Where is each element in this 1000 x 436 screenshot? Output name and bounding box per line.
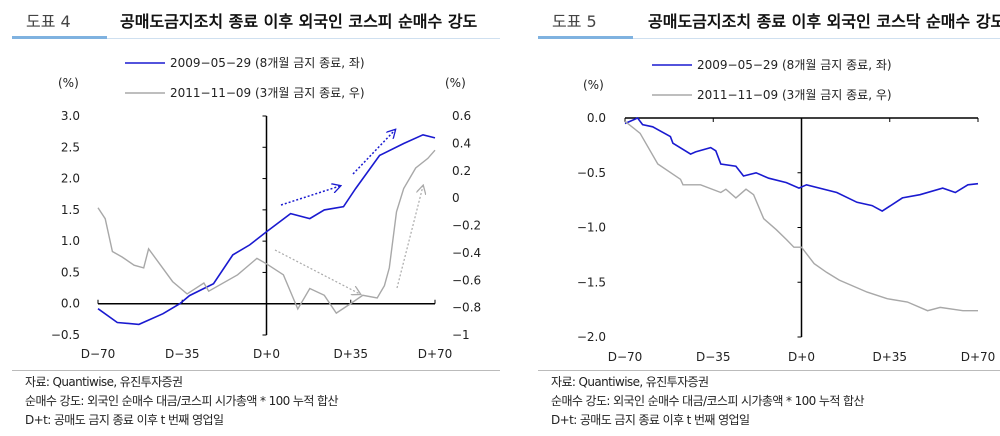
y-tick-label-left: −0.5 — [577, 166, 606, 180]
trend-arrow — [352, 130, 395, 175]
y-tick-label-left: −1.0 — [577, 221, 606, 235]
definition-note: 순매수 강도: 외국인 순매수 대금/코스피 시가총액 * 100 누적 합산 — [551, 394, 864, 408]
x-tick-label: D+35 — [333, 347, 368, 361]
title-divider — [633, 38, 1000, 39]
y-tick-label-left: 0.5 — [61, 265, 80, 279]
title-divider — [107, 38, 500, 39]
series-line-2 — [624, 120, 978, 312]
footer-divider — [12, 370, 500, 371]
definition-note: 순매수 강도: 외국인 순매수 대금/코스피 시가총액 * 100 누적 합산 — [25, 394, 338, 408]
y-tick-label-right: 0.6 — [452, 109, 471, 123]
trend-arrow — [274, 249, 360, 294]
chart-4: D−70 D−35 D+0 D+35 D+70 3.0 2.5 2.0 1.5 1.0 0.5 0.0… — [51, 56, 481, 361]
legend-label: 2009−05−29 (8개월 금지 종료, 좌) — [170, 56, 365, 70]
legend-label: 2009−05−29 (8개월 금지 종료, 좌) — [697, 58, 892, 72]
series-line-1 — [97, 133, 436, 326]
y-tick-label-left: 0.0 — [61, 297, 80, 311]
x-tick-label: D−35 — [165, 347, 200, 361]
y-tick-label-left: 0.0 — [587, 111, 606, 125]
y-tick-label-left: −2.0 — [577, 330, 606, 344]
legend-label: 2011−11−09 (3개월 금지 종료, 우) — [170, 86, 365, 100]
title-underline — [12, 36, 107, 39]
x-tick-label: D+70 — [418, 347, 453, 361]
trend-arrow — [280, 186, 340, 206]
chart-5: D−70 D−35 D+0 D+35 D+70 0.0 −0.5 −1.0 −1.5 −2.0 (%… — [577, 58, 995, 364]
y-tick-label-left: 2.5 — [61, 140, 80, 154]
series-line-2 — [97, 149, 436, 315]
y-tick-label-right: −0.4 — [452, 246, 481, 260]
x-tick-label: D+70 — [961, 350, 996, 364]
source-note: 자료: Quantiwise, 유진투자증권 — [551, 375, 709, 389]
y-axis-unit-left: (%) — [58, 76, 79, 90]
x-tick-label: D−35 — [696, 350, 731, 364]
x-tick-label: D−70 — [81, 347, 116, 361]
y-tick-label-left: 1.5 — [61, 203, 80, 217]
y-tick-label-left: −0.5 — [51, 328, 80, 342]
figure-label-5: 도표 5 — [552, 12, 597, 31]
x-tick-label: D+35 — [872, 350, 907, 364]
trend-arrow — [396, 186, 423, 289]
x-tick-label: D+0 — [788, 350, 815, 364]
y-tick-label-right: 0 — [452, 191, 460, 205]
chart-title-4: 공매도금지조치 종료 이후 외국인 코스피 순매수 강도 — [120, 12, 478, 31]
y-tick-label-right: 0.4 — [452, 136, 471, 150]
y-tick-label-right: −0.2 — [452, 219, 481, 233]
y-tick-label-right: 0.2 — [452, 164, 471, 178]
figure-label-4: 도표 4 — [26, 12, 71, 31]
y-axis-unit-left: (%) — [583, 78, 604, 92]
y-axis-unit-right: (%) — [445, 76, 466, 90]
series-line-1 — [624, 117, 979, 213]
day-note: D+t: 공매도 금지 종료 이후 t 번째 영업일 — [25, 413, 224, 427]
y-tick-label-left: 1.0 — [61, 234, 80, 248]
x-tick-label: D−70 — [608, 350, 643, 364]
chart-title-5: 공매도금지조치 종료 이후 외국인 코스닥 순매수 강도 — [648, 12, 1000, 31]
legend-label: 2011−11−09 (3개월 금지 종료, 우) — [697, 88, 892, 102]
x-tick-label: D+0 — [253, 347, 280, 361]
footer-divider — [538, 370, 1000, 371]
y-tick-label-right: −0.8 — [452, 301, 481, 315]
title-underline — [538, 36, 633, 39]
annotation-arrows — [274, 130, 423, 294]
y-tick-label-left: −1.5 — [577, 275, 606, 289]
y-tick-label-right: −0.6 — [452, 273, 481, 287]
y-tick-label-left: 3.0 — [61, 109, 80, 123]
day-note: D+t: 공매도 금지 종료 이후 t 번째 영업일 — [551, 413, 750, 427]
y-tick-label-right: −1 — [452, 328, 470, 342]
y-tick-label-left: 2.0 — [61, 172, 80, 186]
source-note: 자료: Quantiwise, 유진투자증권 — [25, 375, 183, 389]
